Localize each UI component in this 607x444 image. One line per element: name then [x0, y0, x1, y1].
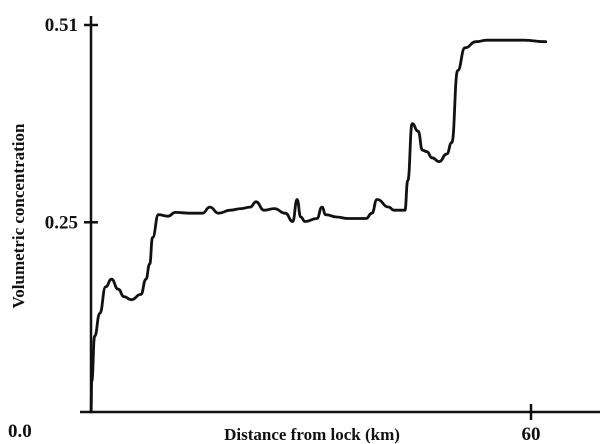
x-axis-title: Distance from lock (km): [224, 425, 400, 444]
y-tick-label: 0.0: [8, 421, 32, 442]
series-group: [89, 38, 548, 414]
y-tick-label: 0.51: [45, 15, 78, 36]
x-axis: 60: [80, 404, 600, 444]
concentration-line: [89, 38, 548, 414]
x-tick-label: 60: [522, 424, 541, 444]
y-tick-label: 0.25: [45, 212, 78, 233]
y-tick-group: 0.0 0.25 0.51: [8, 15, 98, 442]
y-axis: 0.0 0.25 0.51: [8, 15, 98, 442]
y-axis-title: Volumetric concentration: [9, 123, 28, 308]
x-tick-group: 60: [522, 404, 541, 444]
